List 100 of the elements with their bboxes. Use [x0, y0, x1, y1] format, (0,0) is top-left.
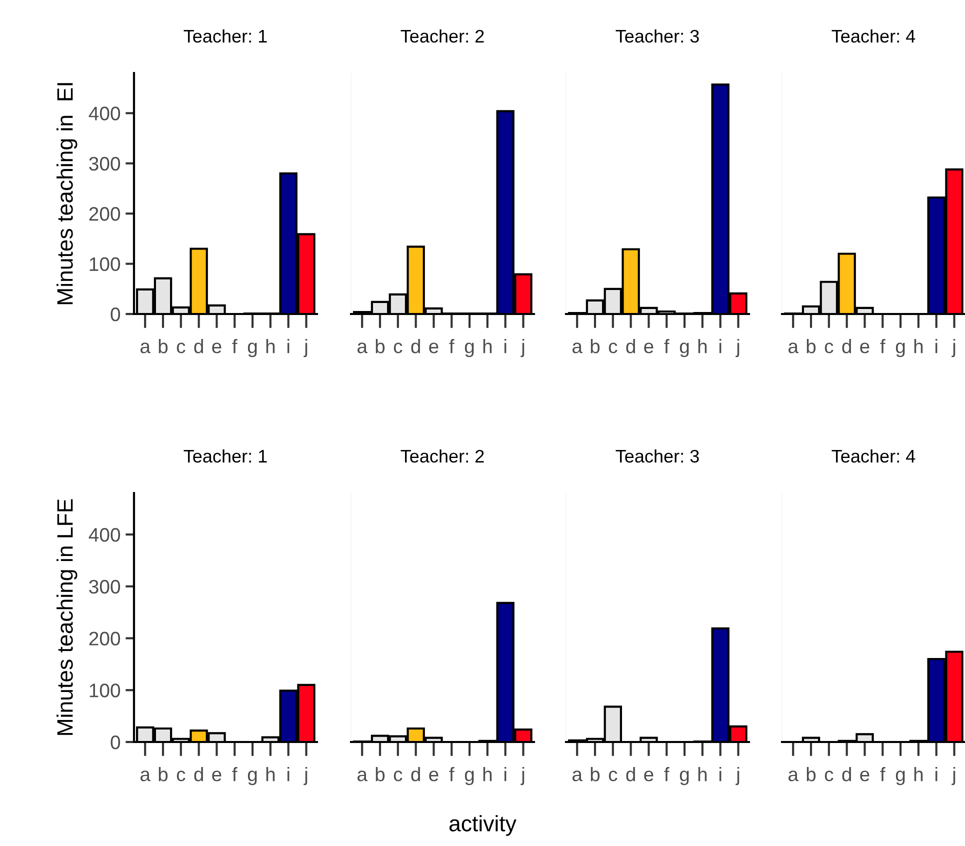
y-tick-label: 300	[89, 580, 120, 594]
x-tick-label: f	[664, 339, 670, 354]
x-tick-label: a	[788, 342, 799, 354]
x-tick-label: f	[664, 767, 670, 782]
x-tick-label: f	[449, 767, 454, 782]
x-tick-label: f	[232, 339, 238, 354]
x-tick-label: g	[896, 342, 905, 358]
x-tick-label: a	[140, 342, 151, 354]
x-tick-label: h	[698, 767, 707, 782]
x-tick-label: i	[935, 339, 938, 354]
x-axis-title: activity	[449, 815, 516, 836]
x-tick-label: i	[935, 767, 938, 782]
x-tick-label: h	[914, 767, 923, 782]
x-tick-label: g	[464, 770, 474, 786]
x-tick-label: c	[608, 342, 618, 354]
x-tick-label: j	[736, 767, 740, 786]
x-tick-label: c	[824, 342, 834, 354]
y-tick-label: 0	[110, 307, 120, 322]
x-tick-label: h	[698, 339, 707, 354]
x-tick-label: h	[914, 339, 923, 354]
x-tick-label: d	[411, 339, 420, 354]
y-tick-label: 100	[90, 257, 120, 272]
x-tick-label: d	[842, 767, 851, 782]
x-tick-label: i	[719, 339, 722, 354]
chart-title: Teacher: 4	[832, 29, 916, 43]
x-tick-label: c	[394, 770, 402, 782]
x-tick-label: a	[572, 770, 583, 782]
x-tick-label: j	[952, 339, 956, 358]
x-tick-label: i	[504, 767, 506, 782]
x-tick-label: f	[449, 339, 454, 354]
x-tick-label: d	[194, 339, 203, 354]
x-tick-label: f	[880, 339, 886, 354]
chart-title: Teacher: 3	[616, 29, 699, 43]
x-tick-label: g	[896, 770, 905, 786]
x-tick-label: a	[358, 770, 368, 782]
x-tick-label: f	[232, 767, 238, 782]
x-tick-label: e	[644, 770, 654, 782]
x-tick-label: b	[590, 339, 600, 354]
x-tick-label: j	[952, 767, 956, 786]
x-tick-label: h	[266, 339, 275, 354]
x-tick-label: g	[680, 770, 689, 786]
x-tick-label: a	[140, 770, 151, 782]
x-tick-label: a	[358, 342, 368, 354]
x-tick-label: d	[194, 767, 203, 782]
x-tick-label: c	[176, 342, 186, 354]
x-tick-label: c	[824, 770, 834, 782]
x-tick-label: b	[806, 767, 816, 782]
x-tick-label: d	[842, 339, 851, 354]
x-tick-label: b	[158, 767, 168, 782]
x-tick-label: i	[504, 339, 506, 354]
x-tick-label: b	[590, 767, 600, 782]
chart-title: Teacher: 3	[616, 449, 699, 463]
y-tick-label: 200	[89, 632, 120, 646]
x-tick-label: h	[483, 767, 492, 782]
y-tick-label: 400	[88, 528, 120, 542]
y-axis-title: Minutes teaching in LFE	[56, 499, 78, 735]
x-tick-label: e	[644, 342, 654, 354]
x-tick-label: e	[429, 342, 438, 354]
y-axis-title: Minutes teaching in EI	[56, 83, 78, 304]
chart-title: Teacher: 1	[184, 29, 267, 43]
chart-title: Teacher: 1	[184, 449, 267, 463]
x-tick-label: g	[248, 770, 257, 786]
x-tick-label: d	[626, 339, 635, 354]
x-tick-label: c	[176, 770, 186, 782]
x-tick-label: g	[464, 342, 474, 358]
y-tick-label: 300	[89, 156, 120, 171]
x-tick-label: e	[212, 342, 222, 354]
x-tick-label: i	[287, 339, 290, 354]
x-tick-label: a	[788, 770, 799, 782]
y-tick-label: 200	[89, 207, 120, 221]
x-tick-label: j	[304, 339, 308, 358]
y-tick-label: 400	[88, 106, 120, 120]
x-tick-label: e	[860, 342, 870, 354]
x-tick-label: j	[520, 767, 524, 786]
x-tick-label: g	[248, 342, 257, 358]
x-tick-label: j	[520, 339, 524, 358]
y-tick-label: 100	[90, 684, 120, 698]
x-tick-label: e	[860, 770, 870, 782]
x-tick-label: b	[376, 767, 385, 782]
chart-title: Teacher: 2	[400, 449, 484, 463]
y-tick-label: 0	[110, 735, 120, 750]
x-tick-label: d	[411, 767, 420, 782]
x-tick-label: d	[626, 767, 635, 782]
chart-title: Teacher: 4	[832, 449, 916, 463]
x-tick-label: c	[608, 770, 618, 782]
x-tick-label: e	[212, 770, 222, 782]
x-tick-label: e	[429, 770, 438, 782]
x-tick-label: h	[266, 767, 275, 782]
x-tick-label: b	[376, 339, 385, 354]
x-tick-label: i	[287, 767, 290, 782]
x-tick-label: j	[304, 767, 308, 786]
x-tick-label: i	[719, 767, 722, 782]
x-tick-label: f	[880, 767, 886, 782]
x-tick-label: c	[394, 342, 402, 354]
x-tick-label: g	[680, 342, 689, 358]
x-tick-label: h	[483, 339, 492, 354]
chart-title: Teacher: 2	[400, 29, 484, 43]
x-tick-label: a	[572, 342, 583, 354]
x-tick-label: b	[158, 339, 168, 354]
x-tick-label: j	[736, 339, 740, 358]
